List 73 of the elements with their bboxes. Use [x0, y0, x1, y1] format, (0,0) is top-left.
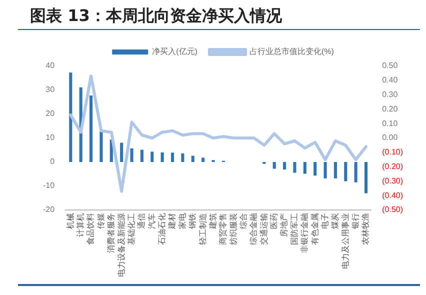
- x-tick-label: 石油石化: [158, 213, 167, 245]
- x-tick-label: 食品饮料: [86, 213, 96, 245]
- x-tick-label: 汽车: [147, 213, 156, 229]
- x-tick-label: 钢铁: [188, 213, 198, 230]
- x-tick-label: 机械: [66, 213, 75, 229]
- x-tick-label: 综合金融: [249, 213, 258, 245]
- y2-tick-label: 0.20: [382, 104, 398, 114]
- x-tick-label: 建材: [168, 213, 177, 230]
- y2-tick-label: 0.30: [382, 90, 398, 100]
- bar: [89, 96, 93, 162]
- y2-tick-label: (0.30): [382, 176, 404, 186]
- y-tick-label: -20: [43, 205, 56, 214]
- bar: [140, 150, 144, 162]
- y2-tick-label: 0.00: [382, 133, 398, 142]
- x-tick-label: 有色金属: [310, 213, 320, 245]
- x-tick-label: 轻工制造: [198, 213, 208, 245]
- x-tick-label: 商贸零售: [218, 213, 228, 245]
- bar: [272, 162, 276, 169]
- bar: [364, 162, 368, 194]
- y2-tick-label: (0.50): [382, 205, 404, 214]
- bar: [202, 158, 205, 162]
- bar: [181, 153, 184, 162]
- x-tick-label: 农林牧渔: [361, 213, 370, 245]
- bar: [334, 162, 337, 178]
- bar: [120, 142, 124, 162]
- bar: [303, 162, 306, 174]
- x-tick-label: 房地产: [280, 213, 289, 237]
- y-tick-label: 40: [46, 61, 56, 70]
- bar: [191, 156, 194, 162]
- bar: [283, 162, 286, 170]
- x-tick-label: 银行: [351, 213, 360, 230]
- bar: [354, 162, 358, 182]
- x-tick-label: 电力及公用事业: [340, 213, 350, 269]
- bar: [324, 162, 327, 178]
- y2-tick-label: 0.40: [382, 76, 398, 85]
- x-tick-label: 煤炭: [330, 213, 340, 229]
- x-tick-label: 传媒: [96, 213, 106, 229]
- x-tick-label: 计算机: [76, 213, 86, 237]
- legend-label: 净买入(亿元): [152, 47, 198, 56]
- y-tick-label: 30: [46, 85, 56, 94]
- x-tick-label: 交通运输: [259, 213, 268, 245]
- y-tick-label: 10: [46, 133, 56, 142]
- x-tick-label: 非银行金融: [300, 213, 310, 253]
- bar: [293, 162, 296, 173]
- y2-tick-label: 0.50: [382, 61, 398, 70]
- y2-tick-label: (0.40): [382, 190, 404, 200]
- x-tick-label: 家电: [178, 213, 187, 229]
- x-tick-label: 基础化工: [126, 213, 136, 245]
- x-tick-label: 国防军工: [290, 213, 299, 245]
- chart-title: 图表 13：本周北向资金净买入情况: [30, 6, 282, 27]
- x-tick-label: 综合: [238, 213, 248, 229]
- y-tick-label: 20: [46, 109, 56, 118]
- x-tick-label: 电力设备及新能源: [116, 213, 126, 277]
- y2-tick-label: (0.20): [382, 162, 404, 172]
- y2-tick-label: 0.10: [382, 118, 398, 128]
- bar: [314, 162, 317, 176]
- y-tick-label: -10: [43, 181, 56, 190]
- bar: [170, 152, 174, 162]
- x-tick-label: 医药: [270, 213, 279, 229]
- x-tick-label: 电子: [320, 213, 330, 229]
- bar: [150, 152, 154, 162]
- x-tick-label: 纺织服装: [228, 213, 238, 245]
- bar: [100, 131, 103, 162]
- bar: [69, 72, 72, 162]
- legend-label: 占行业总市值比变化(%): [249, 47, 334, 56]
- x-tick-label: 消费者服务: [106, 213, 116, 253]
- x-tick-label: 通信: [137, 213, 146, 229]
- y-tick-label: 0: [50, 157, 56, 166]
- y2-tick-label: (0.10): [382, 148, 404, 157]
- bar: [130, 148, 134, 162]
- bar: [160, 152, 164, 162]
- x-tick-label: 建筑: [208, 213, 218, 230]
- bar: [344, 162, 348, 182]
